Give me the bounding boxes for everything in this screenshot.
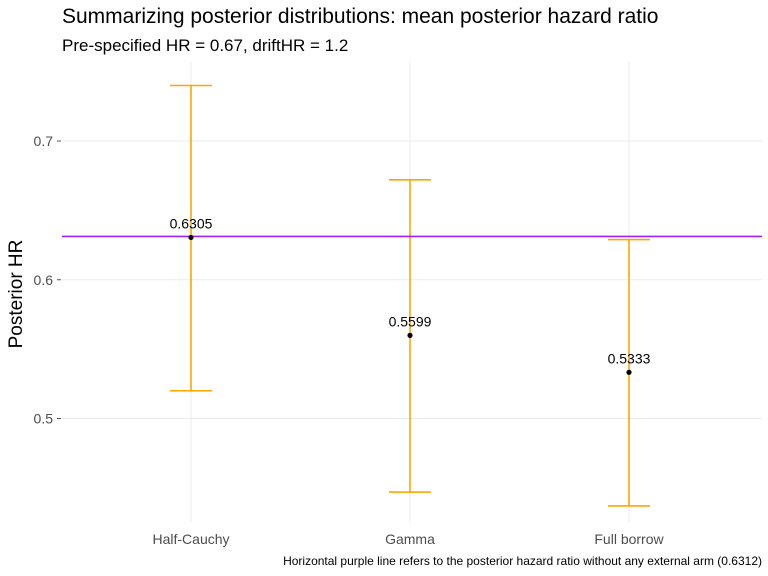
x-tick-label: Full borrow	[594, 531, 664, 547]
grid-layer	[62, 62, 762, 522]
mean-point	[188, 234, 194, 241]
y-tick-label: 0.7	[34, 133, 54, 149]
y-tick-label: 0.5	[34, 411, 54, 427]
point-layer: 0.6305 0.5599 0.5333	[170, 215, 651, 375]
chart-caption: Horizontal purple line refers to the pos…	[283, 554, 762, 568]
mean-point-label: 0.5599	[389, 313, 432, 329]
y-tick-label: 0.6	[34, 272, 54, 288]
mean-point	[407, 332, 413, 338]
y-axis-title: Posterior HR	[6, 240, 27, 349]
mean-point	[626, 369, 632, 375]
axis-layer: 0.5 0.6 0.7 Half-Cauchy Gamma Full borrow	[34, 133, 665, 547]
x-tick-label: Half-Cauchy	[152, 531, 229, 547]
mean-point-label: 0.5333	[608, 350, 651, 366]
chart-title: Summarizing posterior distributions: mea…	[62, 5, 659, 28]
chart-subtitle: Pre-specified HR = 0.67, driftHR = 1.2	[62, 36, 349, 55]
x-tick-label: Gamma	[385, 531, 435, 547]
mean-point-label: 0.6305	[170, 215, 213, 231]
